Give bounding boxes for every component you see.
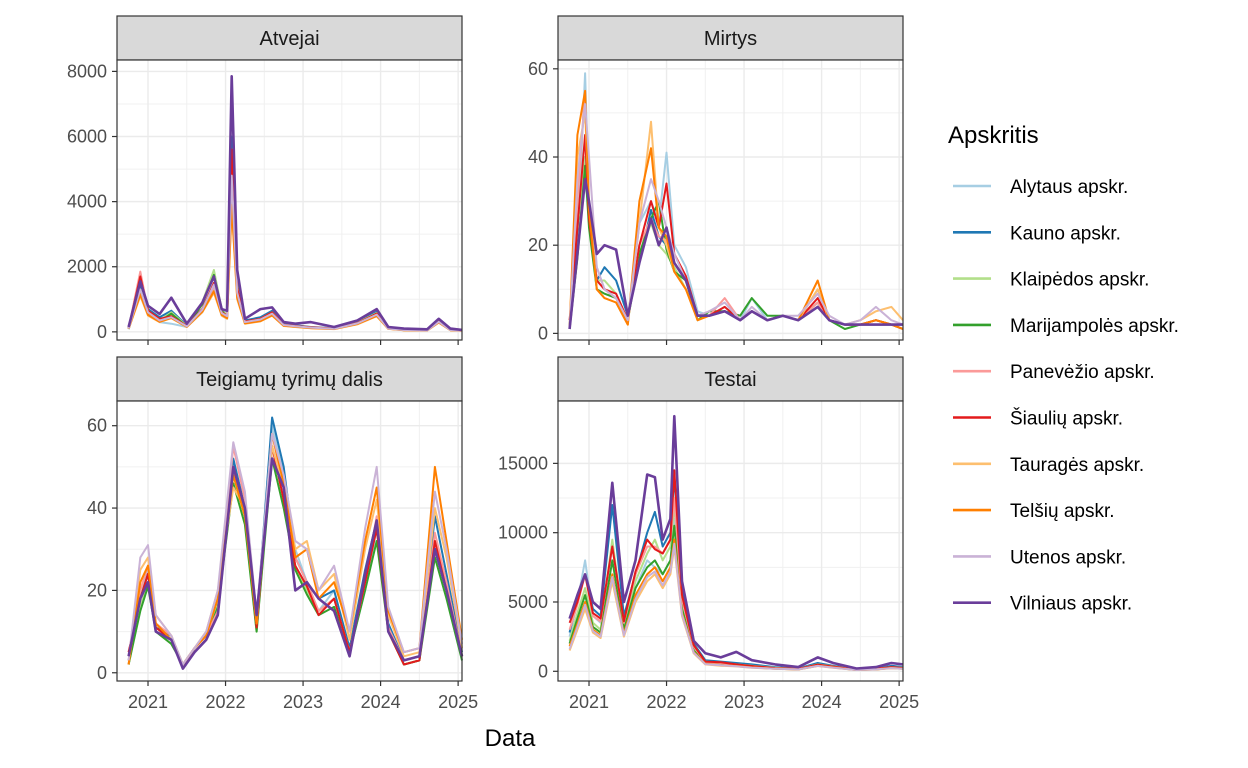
panel-border xyxy=(116,59,463,341)
panel-background xyxy=(117,60,462,340)
x-axis-title: Data xyxy=(485,725,536,752)
y-tick-label: 0 xyxy=(538,661,548,681)
legend-item-siauliu-apskr: Šiaulių apskr. xyxy=(953,408,1123,430)
y-tick-label: 20 xyxy=(87,580,107,600)
y-tick-label: 2000 xyxy=(67,257,107,277)
y-tick-label: 40 xyxy=(528,147,548,167)
y-tick-label: 60 xyxy=(87,416,107,436)
y-axis: 0 20 40 60 xyxy=(528,59,558,343)
legend-item-marijampoles-apskr: Marijampolės apskr. xyxy=(953,316,1179,337)
panel-atvejai: Atvejai 0 2000 4000 6000 8000 xyxy=(67,15,463,345)
gridlines xyxy=(117,401,462,681)
series-lines xyxy=(568,72,904,330)
x-tick-label: 2023 xyxy=(724,692,764,712)
legend-label: Utenos apskr. xyxy=(1010,547,1126,568)
panel-border xyxy=(557,59,904,341)
legend-item-telsiu-apskr: Telšių apskr. xyxy=(953,501,1115,522)
legend-label: Klaipėdos apskr. xyxy=(1010,270,1149,291)
legend-item-alytaus-apskr: Alytaus apskr. xyxy=(953,177,1128,198)
legend-label: Telšių apskr. xyxy=(1010,501,1115,522)
x-tick-label: 2025 xyxy=(879,692,919,712)
series-line-vilniaus-apskr xyxy=(568,414,904,670)
legend-label: Kauno apskr. xyxy=(1010,223,1121,244)
series-line-utenos-apskr xyxy=(568,542,904,671)
y-tick-label: 5000 xyxy=(508,592,548,612)
legend-item-klaipedos-apskr: Klaipėdos apskr. xyxy=(953,270,1149,291)
y-tick-label: 20 xyxy=(528,235,548,255)
x-tick-label: 2023 xyxy=(283,692,323,712)
series-lines xyxy=(127,416,464,670)
facet-panels: Atvejai02000400060008000Mirtys0204060Tei… xyxy=(67,15,919,712)
legend-item-panevezio-apskr: Panevėžio apskr. xyxy=(953,362,1155,383)
x-tick-label: 2024 xyxy=(361,692,401,712)
gridlines xyxy=(558,401,903,681)
series-line-vilniaus-apskr xyxy=(127,75,463,332)
legend-label: Alytaus apskr. xyxy=(1010,177,1128,198)
legend-item-kauno-apskr: Kauno apskr. xyxy=(953,223,1121,244)
series-lines xyxy=(127,75,463,332)
y-axis: 0 20 40 60 xyxy=(87,416,117,683)
strip-background xyxy=(116,15,463,61)
legend-item-utenos-apskr: Utenos apskr. xyxy=(953,547,1126,568)
x-tick-label: 2021 xyxy=(128,692,168,712)
series-line-vilniaus-apskr xyxy=(568,177,903,330)
legend-item-vilniaus-apskr: Vilniaus apskr. xyxy=(953,594,1132,615)
y-tick-label: 10000 xyxy=(498,523,548,543)
gridlines xyxy=(117,60,462,340)
panel-mirtys: Mirtys 0 20 40 60 xyxy=(528,15,904,345)
series-lines xyxy=(568,414,904,671)
legend-label: Šiaulių apskr. xyxy=(1010,408,1123,430)
panel-background xyxy=(558,401,903,681)
legend-label: Vilniaus apskr. xyxy=(1010,594,1132,615)
strip-title: Teigiamų tyrimų dalis xyxy=(196,369,383,391)
y-axis: 0 2000 4000 6000 8000 xyxy=(67,61,117,342)
panel-background xyxy=(558,60,903,340)
x-axis xyxy=(588,340,900,345)
x-axis: 2021 2022 2023 2024 2025 xyxy=(128,681,478,712)
legend-label: Marijampolės apskr. xyxy=(1010,316,1179,337)
x-axis xyxy=(147,340,459,345)
legend-title: Apskritis xyxy=(948,122,1039,149)
legend-items: Alytaus apskr. Kauno apskr. Klaipėdos apsk… xyxy=(953,177,1179,615)
legend-item-taurages-apskr: Tauragės apskr. xyxy=(953,455,1144,476)
x-tick-label: 2022 xyxy=(647,692,687,712)
series-line-vilniaus-apskr xyxy=(127,457,464,670)
y-tick-label: 15000 xyxy=(498,453,548,473)
legend-label: Tauragės apskr. xyxy=(1010,455,1144,476)
strip-background xyxy=(557,356,904,402)
x-tick-label: 2022 xyxy=(206,692,246,712)
x-tick-label: 2021 xyxy=(569,692,609,712)
series-line-utenos-apskr xyxy=(127,432,463,666)
series-line-utenos-apskr xyxy=(127,174,463,332)
y-tick-label: 60 xyxy=(528,59,548,79)
x-tick-label: 2024 xyxy=(802,692,842,712)
strip-background xyxy=(557,15,904,61)
y-tick-label: 0 xyxy=(97,322,107,342)
panel-teigiamu-tyrimu-dalis: Teigiamų tyrimų dalis 0 20 40 60 2021 2022 2023… xyxy=(87,356,478,712)
y-tick-label: 0 xyxy=(97,663,107,683)
x-axis: 2021 2022 2023 2024 2025 xyxy=(569,681,919,712)
y-tick-label: 0 xyxy=(538,323,548,343)
strip-title: Testai xyxy=(704,369,756,391)
x-tick-label: 2025 xyxy=(438,692,478,712)
legend: Apskritis Alytaus apskr. Kauno apskr. Klai… xyxy=(948,122,1179,615)
y-tick-label: 4000 xyxy=(67,192,107,212)
y-axis: 0 5000 10000 15000 xyxy=(498,453,558,681)
strip-background xyxy=(116,356,463,402)
y-tick-label: 40 xyxy=(87,498,107,518)
y-tick-label: 6000 xyxy=(67,127,107,147)
panel-border xyxy=(557,400,904,682)
y-tick-label: 8000 xyxy=(67,61,107,81)
legend-label: Panevėžio apskr. xyxy=(1010,362,1155,383)
panel-border xyxy=(116,400,463,682)
strip-title: Atvejai xyxy=(259,28,319,50)
strip-title: Mirtys xyxy=(704,28,757,50)
